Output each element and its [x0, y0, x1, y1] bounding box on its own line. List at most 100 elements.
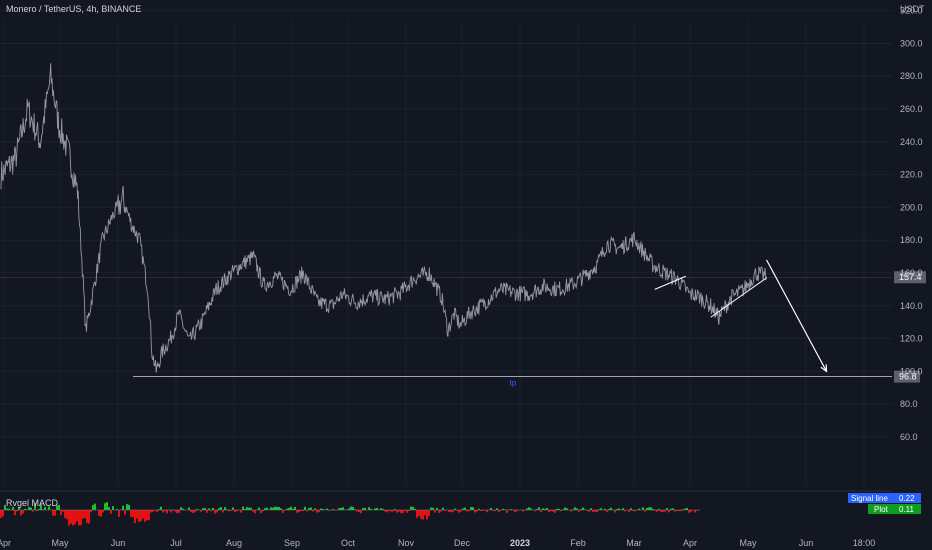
histogram-bar: [436, 507, 438, 510]
histogram-bar: [396, 510, 398, 513]
histogram-bar: [100, 510, 102, 517]
price-series[interactable]: [0, 63, 767, 373]
x-tick-label: Dec: [454, 538, 471, 548]
histogram-bar: [598, 509, 600, 510]
histogram-bar: [460, 510, 462, 512]
histogram-bar: [544, 509, 546, 510]
histogram-bar: [320, 508, 322, 510]
histogram-bar: [60, 510, 62, 516]
histogram-bar: [576, 508, 578, 510]
histogram-bar: [438, 510, 440, 513]
y-tick-label: 180.0: [900, 235, 923, 245]
histogram-bar: [462, 508, 464, 510]
histogram-bar: [230, 510, 232, 511]
histogram-bar: [76, 510, 78, 522]
histogram-bar: [428, 510, 430, 517]
histogram-bar: [20, 510, 22, 516]
histogram-bar: [110, 510, 112, 514]
x-tick-label: 18:00: [853, 538, 876, 548]
y-tick-label: 60.0: [900, 432, 918, 442]
indicator-pane[interactable]: [0, 490, 892, 526]
histogram-bar: [474, 510, 476, 513]
histogram-bar: [370, 508, 372, 510]
trend-line[interactable]: [654, 275, 687, 290]
histogram-bar: [332, 508, 334, 510]
histogram-bar: [178, 510, 180, 513]
histogram-bar: [54, 510, 56, 516]
histogram-bar: [570, 510, 572, 512]
histogram-bar: [540, 510, 542, 512]
histogram-bar: [478, 508, 480, 510]
histogram-bar: [288, 507, 290, 510]
histogram-bar: [422, 510, 424, 520]
histogram-bar: [136, 510, 138, 519]
histogram-bar: [432, 507, 434, 510]
histogram-bar: [122, 505, 124, 510]
histogram-bar: [464, 507, 466, 510]
histogram-bar: [550, 510, 552, 512]
histogram-bar: [276, 506, 278, 510]
histogram-bar: [166, 510, 168, 514]
histogram-bar: [542, 508, 544, 510]
histogram-bar: [252, 510, 254, 512]
histogram-bar: [194, 510, 196, 513]
histogram-bar: [358, 510, 360, 513]
histogram-bar: [228, 510, 230, 512]
histogram-bar: [192, 510, 194, 513]
histogram-bar: [14, 510, 16, 516]
x-tick-label: Sep: [284, 538, 300, 548]
histogram-bar: [144, 510, 146, 522]
y-tick-label: 260.0: [900, 104, 923, 114]
histogram-bar: [408, 510, 410, 512]
histogram-bar: [522, 510, 524, 512]
histogram-bar: [600, 508, 602, 510]
projection-arrow[interactable]: [765, 259, 828, 372]
histogram-bar: [264, 508, 266, 510]
histogram-bar: [418, 510, 420, 517]
histogram-bar: [262, 510, 264, 512]
grid-lines: [0, 10, 892, 486]
trend-line[interactable]: [710, 277, 767, 318]
histogram-bar: [108, 507, 110, 510]
histogram-bar: [582, 507, 584, 510]
histogram-bar: [676, 510, 678, 511]
histogram-bar: [30, 507, 32, 510]
indicator-name[interactable]: Rvgel MACD: [6, 498, 59, 508]
histogram-bar: [24, 508, 26, 510]
histogram-bar: [42, 509, 44, 510]
histogram-bar: [490, 507, 492, 510]
histogram-bar: [248, 507, 250, 510]
histogram-bar: [296, 510, 298, 513]
histogram-bar: [28, 506, 30, 510]
support-level: tp 96.8 157.4: [0, 271, 926, 388]
histogram-bar: [638, 508, 640, 510]
histogram-bar: [604, 508, 606, 510]
histogram-bar: [130, 510, 132, 517]
histogram-bar: [364, 507, 366, 510]
histogram-bar: [254, 510, 256, 514]
x-tick-label: May: [739, 538, 757, 548]
time-axis[interactable]: Apr May Jun Jul Aug Sep Oct Nov Dec 2023 Feb Mar Apr…: [0, 538, 875, 548]
histogram-bar: [506, 510, 508, 513]
y-tick-label: 200.0: [900, 202, 923, 212]
y-tick-label: 80.0: [900, 399, 918, 409]
histogram-bar: [444, 510, 446, 511]
histogram-bar: [392, 510, 394, 512]
x-tick-label: Oct: [341, 538, 356, 548]
x-tick-label: Nov: [398, 538, 415, 548]
histogram-bar: [160, 506, 162, 510]
histogram-bar: [66, 510, 68, 520]
histogram-bar: [614, 510, 616, 513]
histogram-bar: [70, 510, 72, 524]
price-axis[interactable]: 60.0 80.0 100.0 120.0 140.0 160.0 180.0 200.0 22…: [900, 6, 923, 442]
histogram-bar: [410, 506, 412, 510]
histogram-bar: [158, 509, 160, 510]
histogram-bar: [526, 508, 528, 510]
histogram-bar: [498, 510, 500, 513]
histogram-bar: [468, 510, 470, 512]
histogram-bar: [434, 510, 436, 513]
histogram-bar: [458, 510, 460, 513]
histogram-bar: [430, 507, 432, 510]
